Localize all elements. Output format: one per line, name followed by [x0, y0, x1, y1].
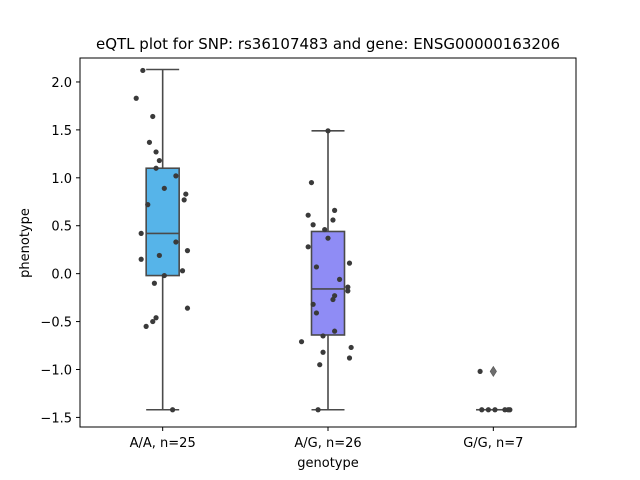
data-point — [173, 239, 179, 245]
data-point — [317, 362, 323, 368]
y-tick-label: −0.5 — [40, 316, 72, 331]
data-point — [133, 95, 139, 101]
data-point — [184, 305, 191, 311]
y-tick-label: 1.5 — [51, 124, 72, 139]
data-point — [507, 407, 513, 413]
data-point — [143, 323, 149, 329]
strip-points — [477, 368, 513, 413]
data-point — [315, 407, 321, 413]
y-tick-label: −1.5 — [40, 411, 72, 426]
data-point — [325, 235, 331, 241]
data-point — [179, 268, 186, 274]
axes: −1.5 −1.0 −0.5 0.0 0.5 1.0 1.5 2.0 A/A, n=25 A/G,… — [40, 57, 577, 451]
data-point — [322, 226, 328, 233]
chart-title: eQTL plot for SNP: rs36107483 and gene: … — [96, 35, 560, 53]
x-tick-label: G/G, n=7 — [463, 436, 523, 451]
x-tick-label: A/A, n=25 — [130, 436, 196, 451]
x-axis-label: genotype — [297, 456, 358, 471]
data-point — [345, 288, 351, 294]
data-point — [310, 222, 316, 228]
data-point — [138, 230, 144, 236]
data-point — [313, 310, 320, 316]
data-point — [150, 113, 156, 120]
data-point — [320, 333, 326, 339]
data-point — [151, 280, 157, 286]
data-point — [485, 407, 491, 413]
data-point — [161, 185, 167, 191]
data-point — [325, 128, 331, 134]
data-point — [153, 165, 159, 171]
data-point — [298, 339, 305, 345]
data-point — [184, 248, 191, 254]
data-point — [161, 272, 167, 279]
data-point — [305, 212, 311, 218]
data-point — [310, 301, 316, 307]
y-tick-label: −1.0 — [40, 363, 72, 378]
box-group — [310, 130, 346, 411]
data-point — [336, 276, 343, 282]
data-point — [140, 67, 146, 74]
y-tick-label: 0.5 — [51, 220, 72, 235]
data-point — [181, 197, 187, 203]
data-point — [156, 157, 162, 164]
data-point — [308, 179, 315, 186]
data-point — [479, 407, 485, 413]
data-point — [492, 407, 498, 413]
data-point — [305, 244, 311, 250]
data-point — [145, 202, 151, 208]
data-point — [332, 207, 338, 213]
y-tick-label: 1.0 — [51, 172, 72, 187]
data-point — [138, 256, 144, 262]
data-point — [183, 191, 189, 197]
data-point — [169, 407, 176, 413]
box — [310, 230, 346, 336]
strip-points — [298, 128, 354, 413]
data-point — [345, 284, 351, 290]
strip-points — [133, 67, 191, 413]
data-point — [150, 318, 156, 325]
data-point — [332, 328, 338, 334]
data-point — [173, 173, 179, 179]
data-point — [320, 349, 326, 355]
data-point — [346, 355, 353, 361]
box — [145, 167, 180, 277]
data-point — [477, 368, 483, 375]
x-tick-label: A/G, n=26 — [294, 436, 361, 451]
flier-point — [489, 365, 497, 377]
plot-content — [133, 67, 513, 413]
data-point — [330, 296, 336, 303]
data-point — [153, 149, 159, 155]
data-point — [146, 139, 153, 145]
data-point — [348, 344, 354, 351]
data-point — [153, 315, 159, 321]
y-tick-label: 0.0 — [51, 268, 72, 283]
data-point — [313, 264, 320, 270]
data-point — [156, 252, 162, 259]
data-point — [346, 260, 353, 266]
y-axis-label: phenotype — [18, 208, 33, 278]
y-tick-label: 2.0 — [51, 76, 72, 91]
data-point — [330, 217, 336, 223]
